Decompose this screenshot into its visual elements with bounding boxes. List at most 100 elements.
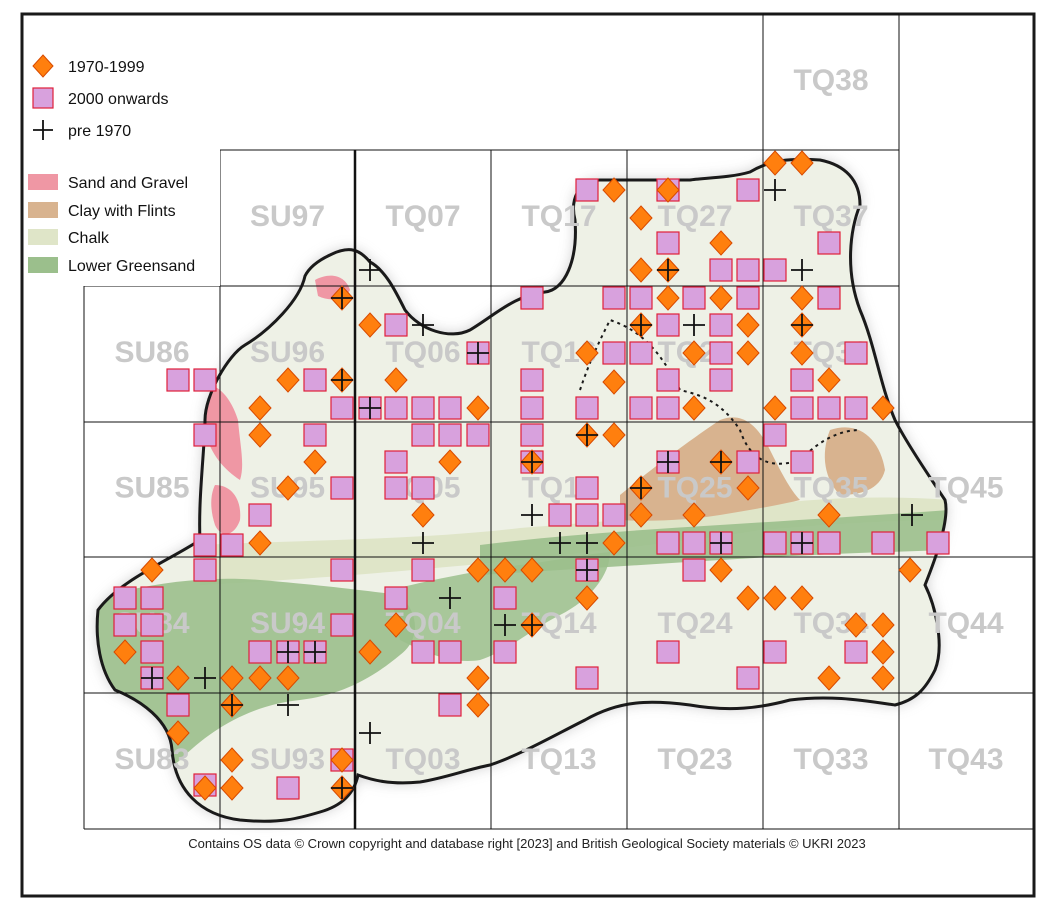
record-1970-1999 bbox=[248, 530, 272, 556]
clay-flints-patch bbox=[620, 417, 800, 521]
record-1970-1999 bbox=[844, 612, 868, 638]
record-2000-onwards bbox=[790, 396, 814, 420]
record-1970-1999 bbox=[682, 395, 706, 421]
record-2000-onwards bbox=[193, 533, 217, 557]
record-1970-1999 bbox=[438, 449, 462, 475]
record-1970-1999 bbox=[790, 285, 814, 311]
record-pre-1970 bbox=[194, 667, 216, 689]
record-2000-onwards bbox=[466, 423, 490, 447]
patch-icon bbox=[28, 202, 58, 218]
record-1970-1999 bbox=[790, 585, 814, 611]
records-layer bbox=[113, 150, 950, 801]
record-pre-1970 bbox=[439, 587, 461, 609]
legend-label: Chalk bbox=[68, 230, 110, 247]
record-pre-1970 bbox=[494, 614, 516, 636]
record-pre-1970 bbox=[359, 397, 381, 419]
record-2000-onwards bbox=[248, 503, 272, 527]
record-1970-1999 bbox=[220, 747, 244, 773]
record-pre-1970 bbox=[791, 532, 813, 554]
record-pre-1970 bbox=[576, 559, 598, 581]
record-pre-1970 bbox=[576, 532, 598, 554]
record-1970-1999 bbox=[113, 639, 137, 665]
record-2000-onwards bbox=[166, 368, 190, 392]
record-1970-1999 bbox=[493, 557, 517, 583]
record-2000-onwards bbox=[602, 341, 626, 365]
legend-label: 2000 onwards bbox=[68, 91, 169, 108]
legend-item-sand-gravel: Sand and Gravel bbox=[28, 174, 188, 192]
record-2000-onwards bbox=[520, 286, 544, 310]
grid-label-tq13: TQ13 bbox=[521, 743, 596, 776]
record-pre-1970 bbox=[359, 259, 381, 281]
record-1970-1999 bbox=[575, 585, 599, 611]
record-2000-onwards bbox=[384, 450, 408, 474]
record-1970-1999 bbox=[411, 502, 435, 528]
record-1970-1999 bbox=[575, 340, 599, 366]
record-1970-1999 bbox=[330, 747, 354, 773]
grid-label-su96: SU96 bbox=[250, 336, 325, 369]
record-2000-onwards bbox=[411, 640, 435, 664]
legend-item-clay-flints: Clay with Flints bbox=[28, 202, 176, 220]
record-1970-1999 bbox=[358, 312, 382, 338]
patch-icon bbox=[28, 174, 58, 190]
record-2000-onwards bbox=[763, 258, 787, 282]
record-2000-onwards bbox=[629, 396, 653, 420]
record-pre-1970 bbox=[331, 369, 353, 391]
record-2000-onwards bbox=[303, 368, 327, 392]
grid-label-su97: SU97 bbox=[250, 200, 325, 233]
record-1970-1999 bbox=[248, 395, 272, 421]
record-pre-1970 bbox=[549, 532, 571, 554]
grid-label-tq17: TQ17 bbox=[521, 200, 596, 233]
record-2000-onwards bbox=[140, 613, 164, 637]
record-2000-onwards bbox=[763, 531, 787, 555]
record-2000-onwards bbox=[113, 613, 137, 637]
record-1970-1999 bbox=[248, 665, 272, 691]
record-2000-onwards bbox=[276, 776, 300, 800]
grid-label-su85: SU85 bbox=[114, 472, 189, 505]
record-1970-1999 bbox=[358, 639, 382, 665]
record-1970-1999 bbox=[276, 367, 300, 393]
record-1970-1999 bbox=[629, 502, 653, 528]
record-pre-1970 bbox=[331, 777, 353, 799]
legend-item-lower-greensand: Lower Greensand bbox=[28, 257, 195, 275]
record-2000-onwards bbox=[602, 503, 626, 527]
legend-background bbox=[24, 40, 220, 286]
legend-item-pre-1970: pre 1970 bbox=[33, 120, 131, 140]
record-pre-1970 bbox=[221, 694, 243, 716]
record-2000-onwards bbox=[438, 423, 462, 447]
record-1970-1999 bbox=[193, 775, 217, 801]
grid-label-tq23: TQ23 bbox=[657, 743, 732, 776]
record-pre-1970 bbox=[657, 259, 679, 281]
record-1970-1999 bbox=[790, 150, 814, 176]
record-1970-1999 bbox=[166, 720, 190, 746]
grid-label-tq33: TQ33 bbox=[793, 743, 868, 776]
record-2000-onwards bbox=[709, 368, 733, 392]
record-2000-onwards bbox=[330, 396, 354, 420]
record-2000-onwards bbox=[330, 558, 354, 582]
record-1970-1999 bbox=[384, 367, 408, 393]
record-pre-1970 bbox=[141, 667, 163, 689]
record-1970-1999 bbox=[709, 285, 733, 311]
record-1970-1999 bbox=[276, 665, 300, 691]
record-2000-onwards bbox=[548, 503, 572, 527]
record-2000-onwards bbox=[166, 693, 190, 717]
legend-label: Lower Greensand bbox=[68, 258, 195, 275]
grid-label-su93: SU93 bbox=[250, 743, 325, 776]
record-1970-1999 bbox=[736, 475, 760, 501]
record-2000-onwards bbox=[656, 396, 680, 420]
record-pre-1970 bbox=[710, 451, 732, 473]
record-2000-onwards bbox=[330, 476, 354, 500]
record-2000-onwards bbox=[575, 476, 599, 500]
record-2000-onwards bbox=[493, 586, 517, 610]
record-1970-1999 bbox=[602, 369, 626, 395]
record-2000-onwards bbox=[575, 178, 599, 202]
record-1970-1999 bbox=[602, 422, 626, 448]
record-pre-1970 bbox=[791, 259, 813, 281]
record-1970-1999 bbox=[466, 692, 490, 718]
record-pre-1970 bbox=[277, 641, 299, 663]
square-icon bbox=[32, 87, 54, 109]
record-2000-onwards bbox=[736, 450, 760, 474]
record-2000-onwards bbox=[193, 423, 217, 447]
record-1970-1999 bbox=[466, 665, 490, 691]
record-2000-onwards bbox=[384, 476, 408, 500]
record-1970-1999 bbox=[140, 557, 164, 583]
